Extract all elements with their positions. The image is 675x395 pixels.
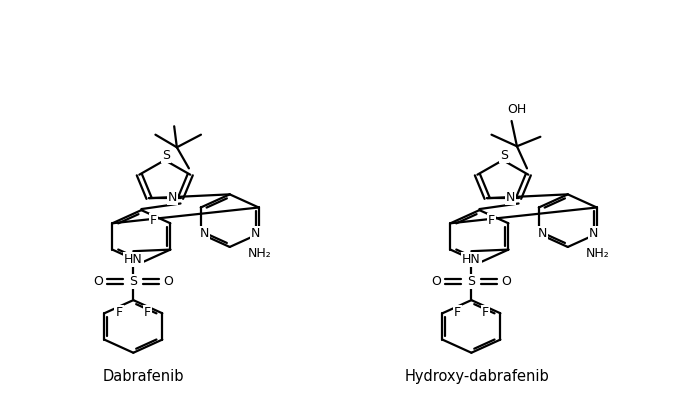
Text: NH₂: NH₂ [586, 247, 610, 260]
Text: Hydroxy-dabrafenib: Hydroxy-dabrafenib [404, 369, 549, 384]
Text: N: N [589, 227, 598, 240]
Text: N: N [250, 227, 260, 240]
Text: OH: OH [508, 103, 526, 116]
Text: S: S [467, 275, 475, 288]
Text: HN: HN [462, 252, 481, 265]
Text: F: F [482, 306, 489, 319]
Text: F: F [454, 306, 461, 319]
Text: Dabrafenib: Dabrafenib [103, 369, 184, 384]
Text: F: F [150, 214, 157, 227]
Text: F: F [115, 306, 123, 319]
Text: F: F [488, 214, 495, 227]
Text: S: S [162, 149, 170, 162]
Text: O: O [431, 275, 441, 288]
Text: N: N [199, 227, 209, 240]
Text: O: O [94, 275, 103, 288]
Text: N: N [537, 227, 547, 240]
Text: S: S [500, 149, 508, 162]
Text: O: O [163, 275, 173, 288]
Text: F: F [144, 306, 151, 319]
Text: S: S [130, 275, 137, 288]
Text: NH₂: NH₂ [248, 247, 272, 260]
Text: O: O [502, 275, 511, 288]
Text: HN: HN [124, 252, 142, 265]
Text: N: N [168, 191, 177, 204]
Text: N: N [506, 191, 515, 204]
